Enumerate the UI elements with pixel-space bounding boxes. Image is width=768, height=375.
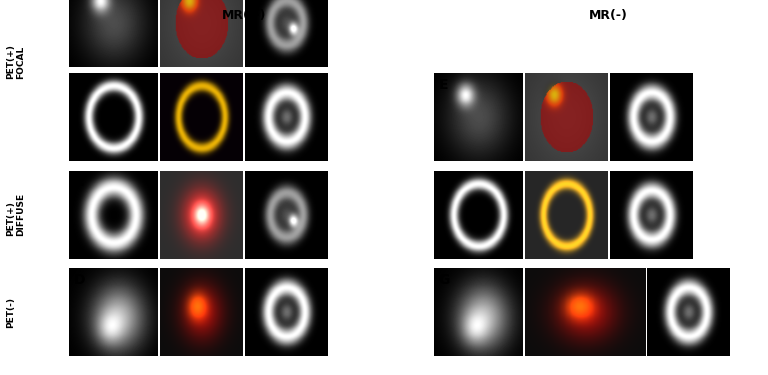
Text: D: D [74,273,85,286]
Text: F: F [439,175,448,189]
Text: PET(-): PET(-) [6,297,15,328]
Text: MR(-): MR(-) [589,9,628,21]
Text: PET(+)
FOCAL: PET(+) FOCAL [6,44,25,79]
Text: PET(+)
DIFFUSE: PET(+) DIFFUSE [6,193,25,236]
Text: MR(+): MR(+) [222,9,266,21]
Text: E: E [439,78,448,92]
Text: G: G [439,273,450,286]
Text: C: C [74,175,84,189]
Text: B: B [74,78,84,92]
